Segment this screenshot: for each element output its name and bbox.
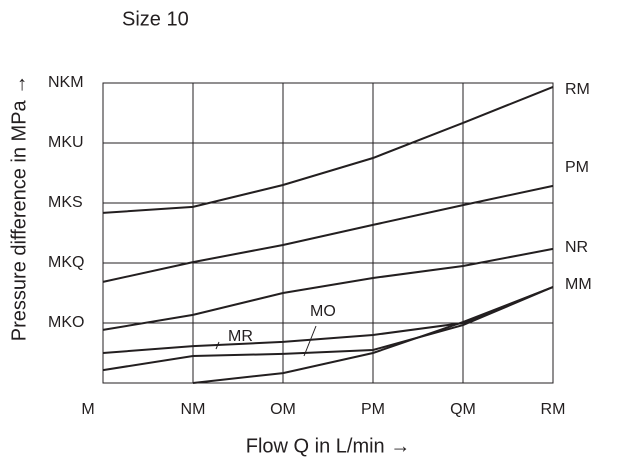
label-leader [303, 325, 317, 357]
series-label: MR [228, 328, 253, 345]
series-label: MO [310, 303, 336, 320]
x-tick-label: PM [361, 401, 385, 418]
series-label: MM [565, 276, 592, 293]
y-axis-label: Pressure difference in MPa → [8, 75, 30, 341]
y-tick-label: MKQ [48, 254, 84, 271]
x-tick-label: NM [181, 401, 206, 418]
label-leader [215, 341, 220, 350]
series-label: PM [565, 159, 589, 176]
line-series [102, 184, 554, 283]
series-label: NR [565, 239, 588, 256]
y-tick-label: MKO [48, 314, 84, 331]
x-tick-label: OM [270, 401, 296, 418]
x-tick-label: QM [450, 401, 476, 418]
line-series [102, 286, 554, 372]
y-tick-label: MKU [48, 134, 84, 151]
x-axis-label: Flow Q in L/min → [246, 435, 410, 457]
y-tick-label: MKS [48, 194, 83, 211]
line-series [102, 247, 554, 331]
x-tick-label: RM [541, 401, 566, 418]
x-tick-label: M [81, 401, 94, 418]
chart-title: Size 10 [122, 8, 189, 30]
line-series [102, 286, 554, 354]
line-series [102, 85, 554, 214]
y-tick-label: NKM [48, 74, 84, 91]
series-label: RM [565, 81, 590, 98]
